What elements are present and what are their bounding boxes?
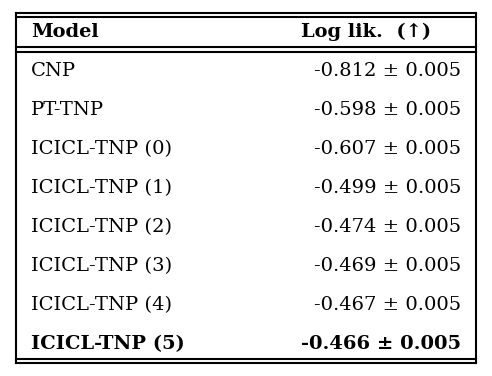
Text: ICICL-TNP (4): ICICL-TNP (4) <box>31 296 172 314</box>
Text: CNP: CNP <box>31 62 76 80</box>
Text: -0.466 ± 0.005: -0.466 ± 0.005 <box>301 335 461 353</box>
Text: ICICL-TNP (5): ICICL-TNP (5) <box>31 335 184 353</box>
Text: -0.474 ± 0.005: -0.474 ± 0.005 <box>314 218 461 236</box>
Text: ICICL-TNP (3): ICICL-TNP (3) <box>31 257 172 275</box>
Text: -0.607 ± 0.005: -0.607 ± 0.005 <box>314 140 461 158</box>
Text: -0.467 ± 0.005: -0.467 ± 0.005 <box>314 296 461 314</box>
Text: -0.499 ± 0.005: -0.499 ± 0.005 <box>314 179 461 197</box>
Text: ICICL-TNP (1): ICICL-TNP (1) <box>31 179 172 197</box>
Text: -0.812 ± 0.005: -0.812 ± 0.005 <box>314 62 461 80</box>
Text: ICICL-TNP (2): ICICL-TNP (2) <box>31 218 172 236</box>
Text: PT-TNP: PT-TNP <box>31 101 104 119</box>
Text: ICICL-TNP (0): ICICL-TNP (0) <box>31 140 172 158</box>
Text: Log lik.  (↑): Log lik. (↑) <box>301 23 430 41</box>
Text: -0.598 ± 0.005: -0.598 ± 0.005 <box>314 101 461 119</box>
Text: -0.469 ± 0.005: -0.469 ± 0.005 <box>314 257 461 275</box>
Text: Model: Model <box>31 23 98 41</box>
